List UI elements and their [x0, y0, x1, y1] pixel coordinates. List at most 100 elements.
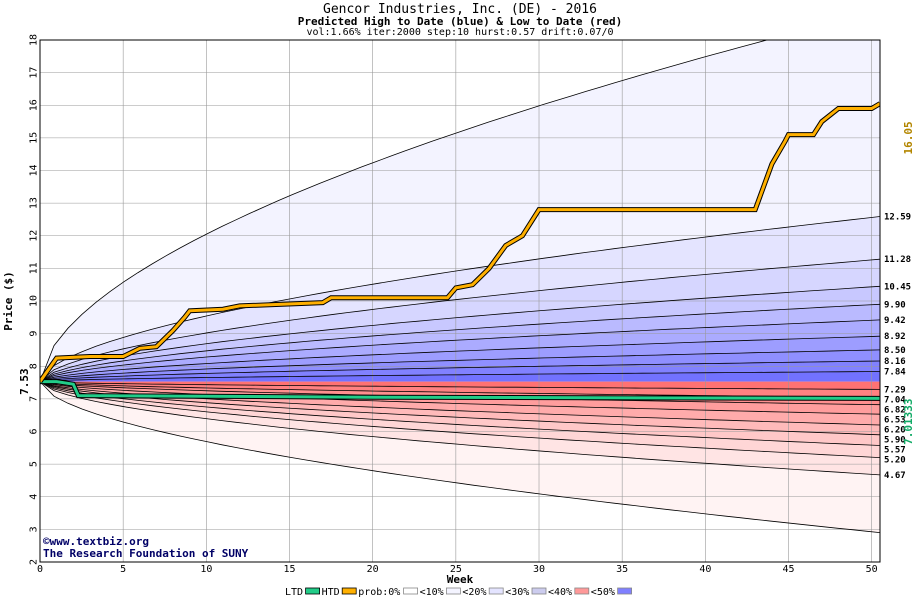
x-axis-label: Week [447, 573, 474, 586]
y-tick-label: 15 [29, 132, 40, 144]
band-line-8 [40, 360, 880, 382]
band-end-label: 9.90 [884, 300, 906, 310]
legend-label: <10% [420, 587, 444, 598]
band-line-5 [40, 319, 880, 382]
chart-params: vol:1.66% iter:2000 step:10 hurst:0.57 d… [306, 27, 614, 38]
low-final-label: 7.01333 [902, 399, 915, 445]
band-line-15 [40, 381, 880, 436]
legend-swatch [531, 587, 547, 595]
x-tick-label: 40 [699, 564, 711, 575]
legend-label: <50% [591, 587, 615, 598]
y-tick-label: 5 [29, 461, 40, 467]
y-tick-label: 10 [29, 295, 40, 307]
band-end-label: 4.67 [884, 471, 906, 481]
legend-label: HTD [322, 587, 340, 598]
legend-label: <30% [505, 587, 529, 598]
lower-band-4 [40, 381, 880, 435]
band-end-label: 6.82 [884, 405, 906, 415]
legend-swatch [488, 587, 504, 595]
band-line-2 [40, 258, 880, 382]
legend-swatch [341, 587, 357, 595]
y-tick-label: 12 [29, 230, 40, 242]
lower-band-1 [40, 381, 880, 475]
x-tick-label: 30 [533, 564, 545, 575]
legend-swatch [445, 587, 461, 595]
x-tick-label: 0 [37, 564, 43, 575]
y-axis-label: Price ($) [2, 271, 15, 331]
band-line-10 [40, 381, 880, 390]
band-end-label: 6.20 [884, 425, 906, 435]
chart-subtitle: Predicted High to Date (blue) & Low to D… [297, 15, 623, 28]
band-end-label: 8.50 [884, 346, 906, 356]
upper-band-3 [40, 286, 880, 382]
legend-label: LTD [285, 587, 303, 598]
y-tick-label: 18 [29, 34, 40, 46]
y-tick-label: 4 [29, 494, 40, 500]
lower-band-0 [40, 381, 880, 533]
band-line-3 [40, 285, 880, 382]
y-tick-label: 13 [29, 197, 40, 209]
band-end-label: 11.28 [884, 255, 911, 265]
plot-frame [39, 39, 881, 563]
x-tick-label: 35 [616, 564, 628, 575]
band-line-19 [40, 381, 880, 533]
legend-label: prob:0% [358, 587, 400, 598]
lower-band-8 [40, 381, 880, 398]
band-end-label: 8.92 [884, 332, 906, 342]
legend-label: <20% [462, 587, 486, 598]
band-line-0 [40, 40, 769, 382]
high-final-label: 16.05 [902, 121, 915, 154]
lower-band-9 [40, 381, 880, 390]
x-tick-label: 10 [200, 564, 212, 575]
upper-band-0 [40, 40, 880, 382]
y-tick-label: 16 [29, 99, 40, 111]
y-tick-label: 14 [29, 164, 40, 176]
high-to-date-line [40, 102, 880, 383]
band-end-label: 7.29 [884, 385, 906, 395]
x-tick-label: 15 [283, 564, 295, 575]
probability-bands [40, 40, 880, 533]
legend-swatch [617, 587, 632, 595]
band-end-label: 5.57 [884, 445, 906, 455]
lower-band-3 [40, 381, 880, 446]
y-tick-label: 17 [29, 67, 40, 79]
chart-title: Gencor Industries, Inc. (DE) - 2016 [323, 2, 597, 17]
start-price-label: 7.53 [18, 368, 31, 395]
band-line-6 [40, 335, 880, 382]
band-end-label: 9.42 [884, 316, 906, 326]
low-to-date-line [40, 380, 880, 400]
y-tick-label: 2 [29, 559, 40, 565]
band-line-7 [40, 349, 880, 382]
x-tick-label: 20 [367, 564, 379, 575]
band-end-label: 7.04 [884, 395, 906, 405]
watermark-url: ©www.textbiz.org [43, 535, 149, 548]
band-end-label: 10.45 [884, 282, 911, 292]
x-tick-label: 5 [120, 564, 126, 575]
x-tick-label: 45 [782, 564, 794, 575]
band-end-label: 8.16 [884, 357, 906, 367]
y-tick-label: 9 [29, 331, 40, 337]
band-end-label: 12.59 [884, 213, 911, 223]
y-tick-label: 11 [29, 262, 40, 274]
y-tick-label: 3 [29, 526, 40, 532]
band-line-9 [40, 371, 880, 382]
upper-band-4 [40, 304, 880, 382]
band-line-13 [40, 381, 880, 415]
upper-band-7 [40, 349, 880, 382]
legend-swatch [574, 587, 590, 595]
band-end-label: 7.84 [884, 367, 906, 377]
legend-swatch [403, 587, 419, 595]
series-lines [40, 101, 880, 401]
upper-band-6 [40, 336, 880, 382]
x-tick-label: 25 [450, 564, 462, 575]
band-line-17 [40, 381, 880, 458]
lower-band-2 [40, 381, 880, 458]
band-line-16 [40, 381, 880, 446]
legend-label: <40% [548, 587, 572, 598]
upper-band-2 [40, 259, 880, 382]
band-line-4 [40, 303, 880, 382]
y-tick-label: 8 [29, 363, 40, 369]
y-tick-label: 6 [29, 428, 40, 434]
x-tick-label: 50 [866, 564, 878, 575]
